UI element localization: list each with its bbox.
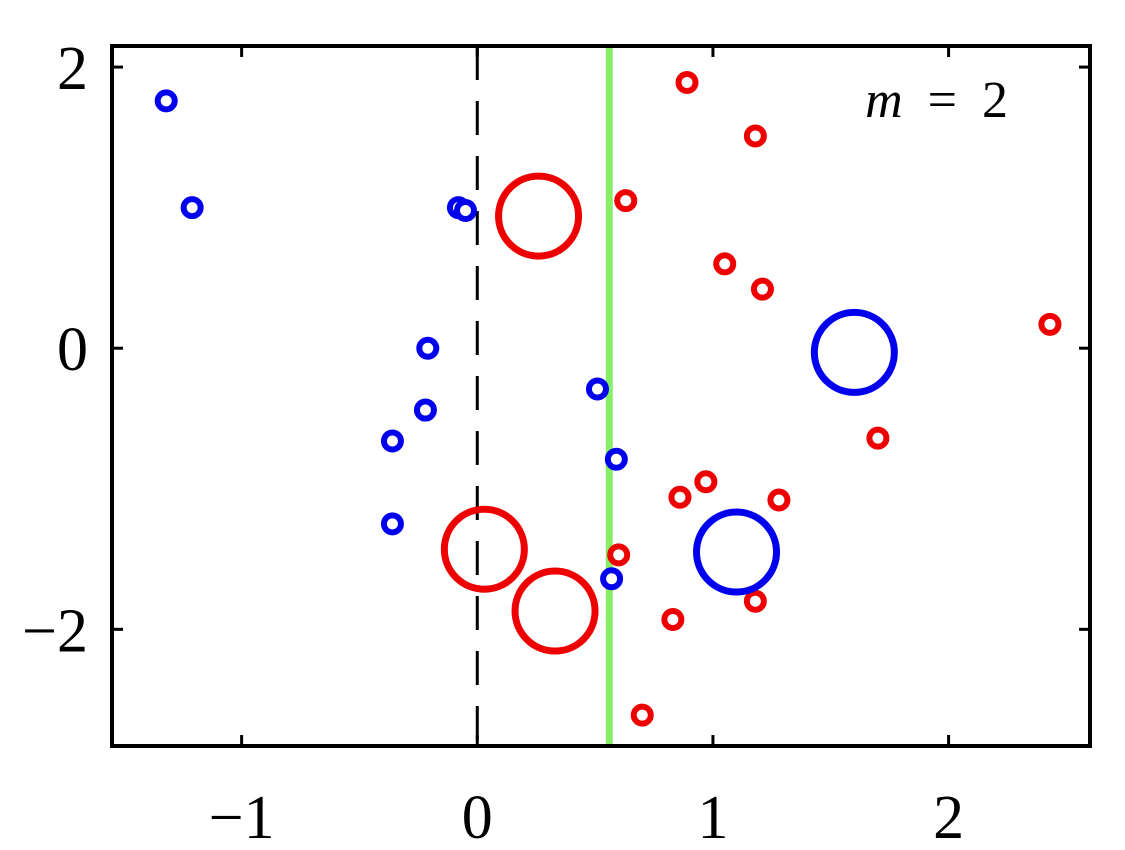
m-annotation: m = 2 <box>865 72 1008 129</box>
blue-point-marker <box>154 89 178 113</box>
x-tick-label: 1 <box>697 784 728 850</box>
blue-point-marker <box>180 196 204 220</box>
red-large-circle-marker <box>440 505 528 593</box>
x-tick-label: 2 <box>933 784 964 850</box>
blue-large-circle-marker <box>693 508 781 596</box>
blue-point-marker <box>600 567 624 591</box>
blue-point-marker <box>380 429 404 453</box>
x-tick-label: −1 <box>209 784 275 850</box>
blue-point-marker <box>416 336 440 360</box>
red-point-marker <box>713 252 737 276</box>
blue-point-marker <box>453 198 477 222</box>
red-point-marker <box>694 470 718 494</box>
red-large-circle-marker <box>495 172 583 260</box>
red-point-marker <box>1038 312 1062 336</box>
red-point-marker <box>767 488 791 512</box>
blue-large-circle-marker <box>810 308 898 396</box>
y-tick-label: 2 <box>57 35 88 103</box>
y-tick-label: −2 <box>22 597 88 665</box>
x-tick-label: 0 <box>462 784 493 850</box>
red-point-marker <box>630 703 654 727</box>
blue-point-marker <box>380 512 404 536</box>
red-point-marker <box>607 543 631 567</box>
red-point-marker <box>661 607 685 631</box>
red-point-marker <box>743 589 767 613</box>
axis-ticks: −1 0 1 2 −2 0 2 <box>22 35 1090 850</box>
red-point-marker <box>668 485 692 509</box>
plot-area <box>154 46 1062 746</box>
axes-frame <box>110 44 1092 748</box>
red-point-marker <box>675 71 699 95</box>
red-point-marker <box>614 189 638 213</box>
blue-point-marker <box>604 447 628 471</box>
blue-point-marker <box>585 377 609 401</box>
red-point-marker <box>743 124 767 148</box>
blue-point-marker <box>413 398 437 422</box>
red-large-circle-marker <box>511 567 599 655</box>
y-tick-label: 0 <box>57 316 88 384</box>
red-point-marker <box>866 426 890 450</box>
red-point-marker <box>750 277 774 301</box>
